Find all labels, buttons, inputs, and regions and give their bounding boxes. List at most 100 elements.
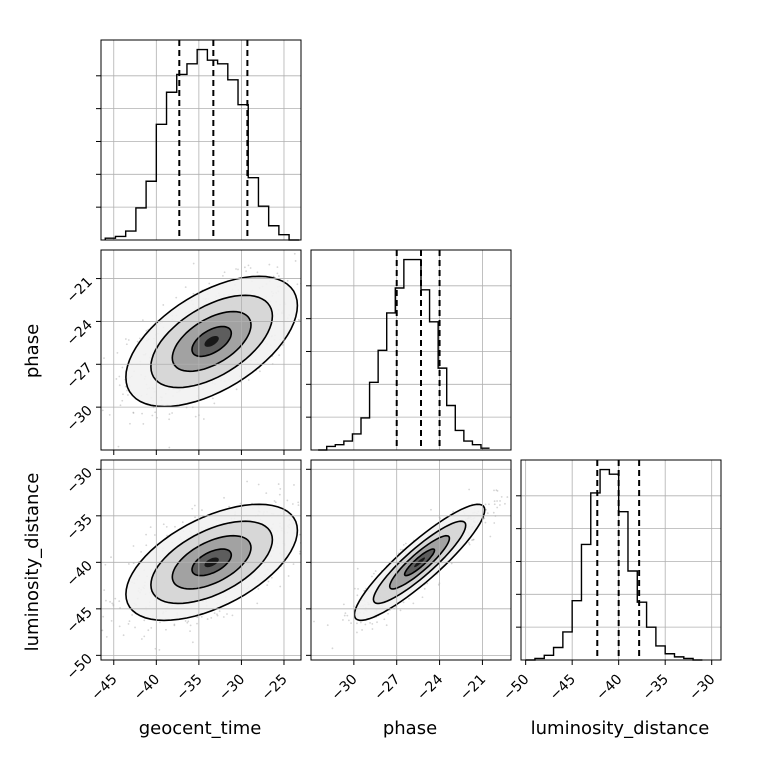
scatter-point — [187, 455, 189, 457]
scatter-point — [492, 511, 495, 514]
scatter-point — [104, 563, 107, 566]
scatter-point — [353, 587, 356, 590]
scatter-point — [325, 300, 327, 302]
scatter-point — [326, 624, 329, 627]
scatter-point — [91, 384, 93, 386]
scatter-point — [124, 385, 127, 388]
scatter-point — [257, 588, 260, 590]
scatter-point — [101, 409, 104, 412]
x-tick-label: −45 — [547, 672, 579, 704]
scatter-point — [495, 489, 498, 492]
scatter-point — [421, 596, 424, 599]
scatter-point — [105, 599, 107, 602]
scatter-point — [299, 550, 301, 553]
scatter-point — [274, 501, 277, 504]
x-axis-label-phase: phase — [383, 718, 437, 739]
scatter-point — [193, 504, 196, 507]
scatter-point — [101, 629, 104, 632]
scatter-point — [162, 523, 165, 526]
scatter-point — [328, 524, 330, 526]
scatter-point — [350, 622, 352, 625]
scatter-point — [235, 268, 237, 270]
scatter-point — [488, 503, 490, 506]
scatter-point — [493, 503, 496, 506]
scatter-point — [168, 413, 171, 415]
scatter-point — [223, 271, 226, 274]
scatter-point — [356, 567, 359, 570]
scatter-point — [399, 609, 402, 612]
x-tick-label: −35 — [173, 672, 205, 704]
scatter-point — [191, 641, 194, 644]
x-tick-label: −27 — [371, 672, 403, 704]
scatter-point — [173, 623, 176, 626]
scatter-point — [496, 506, 499, 509]
histogram-geocent_time — [104, 48, 300, 241]
panel-frame — [310, 459, 512, 661]
y-tick-label: −45 — [64, 604, 96, 636]
scatter-point — [279, 488, 282, 490]
scatter-point — [266, 584, 269, 587]
scatter-point — [218, 610, 221, 613]
scatter-point — [426, 582, 429, 585]
scatter-point — [496, 500, 498, 502]
scatter-point — [313, 620, 315, 623]
scatter-point — [213, 612, 216, 615]
scatter-point — [301, 508, 303, 510]
scatter-point — [322, 537, 324, 539]
scatter-point — [303, 537, 305, 539]
scatter-point — [286, 499, 289, 502]
scatter-point — [122, 634, 125, 637]
scatter-point — [402, 601, 405, 604]
scatter-point — [159, 621, 161, 624]
scatter-point — [484, 521, 487, 524]
y-tick-label: −30 — [64, 403, 96, 435]
scatter-point — [265, 492, 268, 495]
scatter-point — [103, 357, 105, 359]
scatter-point — [109, 600, 111, 603]
scatter-point — [223, 496, 225, 499]
scatter-point — [158, 649, 161, 651]
y-tick-label: −21 — [64, 274, 96, 306]
scatter-point — [270, 576, 273, 579]
scatter-point — [202, 418, 205, 420]
y-axis-label-luminosity-distance: luminosity_distance — [22, 473, 43, 652]
scatter-point — [499, 500, 501, 502]
scatter-point — [154, 647, 157, 650]
y-tick-label: −50 — [64, 651, 96, 683]
scatter-point — [87, 578, 89, 580]
scatter-point — [192, 292, 195, 295]
scatter-point — [307, 289, 309, 291]
y-axis-label-phase: phase — [22, 324, 43, 378]
scatter-point — [307, 533, 309, 535]
density-panel-luminosity_distance-vs-phase — [313, 488, 509, 650]
scatter-point — [372, 572, 375, 575]
scatter-point — [471, 539, 473, 542]
scatter-point — [342, 603, 345, 606]
scatter-point — [309, 297, 311, 299]
scatter-point — [213, 402, 216, 405]
scatter-point — [132, 412, 135, 414]
scatter-point — [184, 620, 187, 622]
scatter-point — [168, 446, 171, 449]
scatter-point — [147, 629, 150, 632]
density-panel-luminosity_distance-vs-geocent_time — [87, 480, 330, 651]
histogram-phase — [318, 258, 490, 451]
scatter-point — [279, 585, 282, 588]
scatter-point — [357, 588, 359, 590]
scatter-point — [276, 266, 279, 269]
scatter-point — [298, 552, 301, 555]
scatter-point — [484, 503, 487, 506]
scatter-point — [297, 504, 300, 507]
scatter-point — [347, 619, 350, 622]
scatter-point — [387, 612, 389, 615]
scatter-point — [143, 635, 146, 638]
scatter-point — [140, 638, 143, 640]
scatter-point — [150, 626, 153, 629]
scatter-point — [132, 562, 135, 565]
scatter-point — [194, 415, 197, 418]
scatter-point — [296, 283, 299, 286]
scatter-point — [134, 626, 136, 629]
scatter-point — [102, 615, 105, 618]
scatter-point — [145, 329, 148, 332]
scatter-point — [237, 268, 239, 271]
